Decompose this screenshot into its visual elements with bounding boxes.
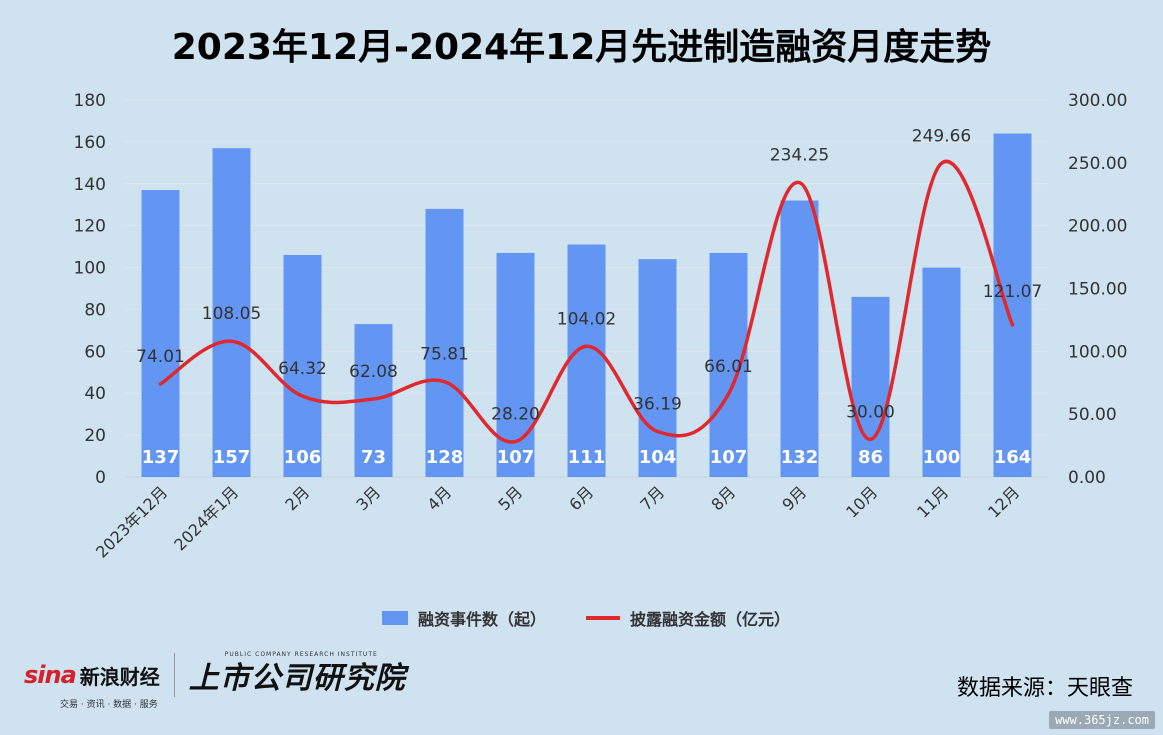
watermark: www.365jz.com <box>1049 711 1155 729</box>
bar-value-label: 157 <box>213 447 251 468</box>
x-tick-label: 12月 <box>984 482 1023 521</box>
legend: 融资事件数（起） 披露融资金额（亿元） <box>382 606 790 630</box>
line-value-label: 66.01 <box>704 357 753 377</box>
institute-chinese: 上市公司研究院 <box>188 661 406 696</box>
y-right-tick-label: 250.00 <box>1068 154 1127 174</box>
x-tick-label: 3月 <box>352 482 384 514</box>
bar-value-label: 132 <box>781 447 819 468</box>
y-left-tick-label: 100 <box>74 259 106 279</box>
y-left-tick-label: 180 <box>74 91 106 111</box>
x-tick-label: 7月 <box>636 482 668 514</box>
legend-bar-label: 融资事件数（起） <box>418 610 547 629</box>
line-series <box>158 159 1015 444</box>
x-tick-label: 6月 <box>565 482 597 514</box>
bar <box>851 296 890 477</box>
bar <box>993 133 1032 477</box>
bar <box>780 200 819 478</box>
x-tick-label: 9月 <box>778 482 810 514</box>
y-left-tick-label: 0 <box>95 468 106 488</box>
y-left-tick-label: 120 <box>74 217 106 237</box>
bar-value-label: 128 <box>426 447 464 468</box>
y-right-tick-label: 100.00 <box>1068 342 1127 362</box>
x-tick-label: 5月 <box>494 482 526 514</box>
legend-bar-swatch <box>382 611 408 625</box>
chart-title: 2023年12月-2024年12月先进制造融资月度走势 <box>171 27 992 68</box>
bar-value-label: 107 <box>497 447 535 468</box>
sina-finance-name: 新浪财经 <box>79 664 160 689</box>
bar <box>212 148 251 477</box>
y-right-tick-label: 300.00 <box>1068 91 1127 111</box>
bar <box>283 254 322 477</box>
line-value-label: 74.01 <box>136 347 185 367</box>
y-left-tick-label: 140 <box>74 175 106 195</box>
y-left-tick-label: 160 <box>74 133 106 153</box>
bar <box>425 208 464 477</box>
footer-logos: sina 新浪财经 交易 · 资讯 · 数据 · 服务 PUBLIC COMPA… <box>24 650 406 710</box>
bar <box>141 190 180 478</box>
sina-logo: sina 新浪财经 交易 · 资讯 · 数据 · 服务 <box>24 661 160 710</box>
bar <box>567 244 606 477</box>
y-right-tick-label: 0.00 <box>1068 468 1106 488</box>
logo-divider <box>173 653 175 697</box>
sina-wordmark: sina <box>24 661 77 689</box>
line-value-label: 62.08 <box>349 362 398 382</box>
bar-value-label: 111 <box>568 447 606 468</box>
line-value-label: 75.81 <box>420 345 469 365</box>
y-right-tick-label: 50.00 <box>1068 405 1117 425</box>
bar <box>638 259 677 477</box>
bar <box>496 252 535 477</box>
bar <box>922 267 961 477</box>
data-source: 数据来源：天眼查 <box>956 676 1133 701</box>
x-tick-label: 2023年12月 <box>92 482 171 561</box>
y-left-tick-label: 20 <box>84 426 106 446</box>
bar-value-label: 137 <box>142 447 180 468</box>
line-value-label: 104.02 <box>557 309 616 329</box>
bar-value-label: 104 <box>639 447 677 468</box>
bar-value-label: 86 <box>858 447 883 468</box>
bar-value-label: 107 <box>710 447 748 468</box>
institute-logo: PUBLIC COMPANY RESEARCH INSTITUTE 上市公司研究… <box>188 651 406 697</box>
line-value-label: 108.05 <box>202 304 261 324</box>
line-value-label: 234.25 <box>770 146 829 166</box>
line-value-label: 28.20 <box>491 405 540 425</box>
bar-value-label: 100 <box>923 447 961 468</box>
legend-line-swatch <box>586 616 621 620</box>
x-tick-label: 2024年1月 <box>170 482 242 554</box>
x-tick-label: 10月 <box>842 482 881 521</box>
sina-tagline: 交易 · 资讯 · 数据 · 服务 <box>60 699 158 710</box>
line-value-label: 64.32 <box>278 359 327 379</box>
y-right-tick-label: 200.00 <box>1068 217 1127 237</box>
line-value-label: 249.66 <box>912 126 971 146</box>
y-left-tick-label: 40 <box>84 384 106 404</box>
x-tick-label: 8月 <box>707 482 739 514</box>
x-tick-label: 11月 <box>913 482 952 521</box>
line-value-label: 121.07 <box>983 282 1042 302</box>
institute-english: PUBLIC COMPANY RESEARCH INSTITUTE <box>224 651 378 658</box>
x-tick-label: 2月 <box>281 482 313 514</box>
y-left-tick-label: 80 <box>84 300 106 320</box>
line-value-label: 30.00 <box>846 402 895 422</box>
legend-line-label: 披露融资金额（亿元） <box>630 610 791 629</box>
bar-value-label: 164 <box>994 447 1032 468</box>
bar-value-label: 106 <box>284 447 322 468</box>
x-tick-label: 4月 <box>423 482 455 514</box>
y-right-tick-label: 150.00 <box>1068 280 1127 300</box>
bar-value-label: 73 <box>361 447 386 468</box>
line-value-label: 36.19 <box>633 395 682 415</box>
y-left-tick-label: 60 <box>84 342 106 362</box>
